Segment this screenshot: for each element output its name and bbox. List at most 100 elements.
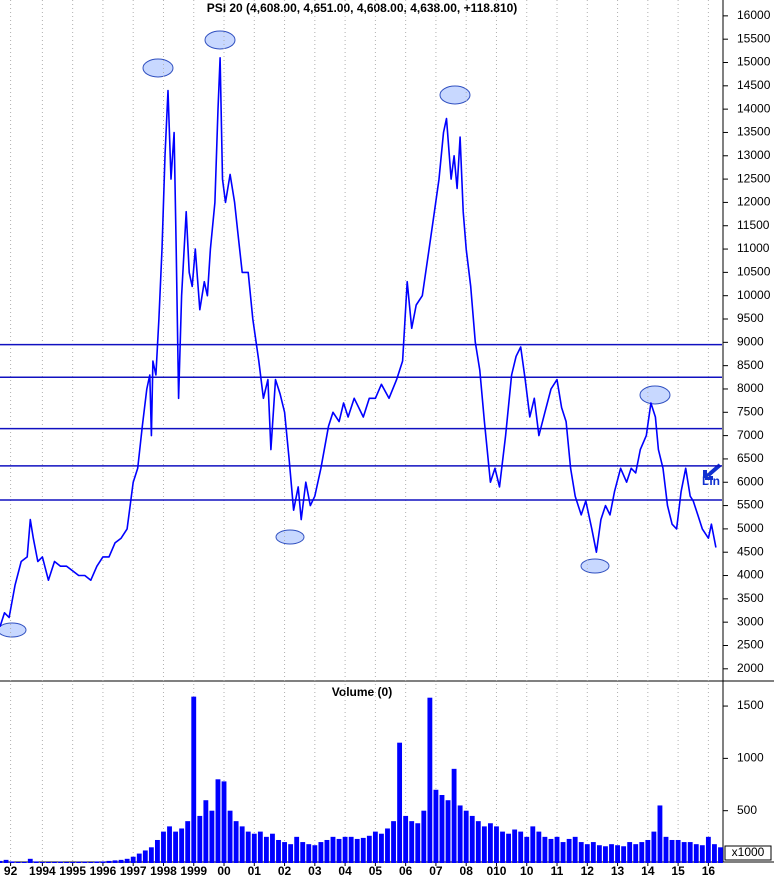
volume-bar: [360, 837, 366, 863]
volume-bar: [506, 833, 512, 863]
y-tick-label: 9000: [737, 335, 764, 349]
y-tick-label: 10000: [737, 288, 771, 302]
y-tick-label: 7000: [737, 428, 764, 442]
volume-bar: [276, 839, 281, 863]
annotation-arrow: [703, 463, 722, 480]
y-tick-label: 6000: [737, 474, 764, 488]
y-tick-label: 5000: [737, 521, 764, 535]
volume-bar: [100, 861, 106, 863]
volume-bar: [294, 836, 300, 863]
volume-bar: [82, 861, 88, 863]
volume-bar: [657, 805, 663, 863]
volume-bar: [221, 781, 227, 863]
x-tick-label: 00: [217, 864, 231, 878]
volume-bar: [9, 861, 15, 863]
volume-bar: [518, 831, 524, 863]
volume-bar: [391, 821, 396, 863]
volume-bar: [451, 768, 457, 863]
volume-bar: [409, 821, 415, 863]
bull-bear-icons: [0, 30, 671, 638]
volume-bar: [306, 844, 312, 863]
volume-bar: [718, 847, 723, 863]
volume-bar: [439, 794, 445, 863]
y-tick-label: 16000: [737, 8, 771, 22]
volume-bar: [578, 842, 584, 863]
volume-bar: [94, 861, 100, 863]
volume-bar: [21, 861, 27, 863]
volume-bar: [681, 842, 687, 863]
volume-bar: [52, 861, 57, 863]
volume-bar: [469, 815, 475, 863]
volume-bar: [39, 861, 45, 863]
volume-bar: [179, 828, 185, 863]
volume-bar: [154, 839, 160, 863]
annotation: Lin: [702, 474, 720, 488]
y-tick-label: 7500: [737, 404, 764, 418]
x-tick-label: 03: [308, 864, 322, 878]
volume-bar: [651, 831, 657, 863]
volume-bar: [615, 845, 620, 863]
volume-bar: [475, 821, 481, 863]
volume-bar: [354, 838, 360, 863]
y-tick-label: 3500: [737, 591, 764, 605]
volume-bar: [687, 842, 693, 863]
volume-bar: [348, 836, 354, 863]
volume-title: Volume (0): [332, 685, 392, 699]
y-tick-label: 2000: [737, 661, 764, 675]
volume-bar: [136, 853, 142, 863]
volume-bar: [282, 842, 287, 863]
price-line: [0, 57, 717, 628]
y-tick-label: 11000: [737, 241, 770, 255]
volume-bar: [427, 697, 433, 863]
y-tick-label: 1000: [737, 751, 764, 765]
y-tick-label: 4500: [737, 544, 764, 558]
volume-bar: [88, 861, 94, 863]
volume-bar: [584, 844, 590, 863]
volume-bar: [457, 805, 463, 863]
y-tick-label: 6500: [737, 451, 764, 465]
volume-bar: [639, 842, 645, 863]
bear-icon: [639, 385, 671, 405]
bull-icon: [0, 622, 27, 638]
volume-bar: [33, 861, 39, 863]
y-tick-label: 5500: [737, 498, 764, 512]
volume-bar: [233, 821, 239, 863]
volume-bar: [554, 836, 560, 863]
volume-bar: [536, 831, 542, 863]
volume-bar: [415, 823, 421, 863]
volume-bar: [524, 836, 530, 863]
chart-title: PSI 20 (4,608.00, 4,651.00, 4,608.00, 4,…: [207, 1, 518, 15]
volume-bar: [15, 861, 21, 863]
x-tick-label: 13: [611, 864, 625, 878]
volume-bar: [403, 815, 409, 863]
volume-bar: [257, 831, 263, 863]
volume-bar: [270, 833, 275, 863]
y-tick-label: 9500: [737, 311, 764, 325]
x-tick-label: 10: [520, 864, 534, 878]
volume-bar: [64, 861, 70, 863]
volume-bar: [124, 858, 130, 863]
x-tick-label: 14: [641, 864, 655, 878]
volume-bar: [500, 831, 505, 863]
x-tick-label: 1999: [180, 864, 207, 878]
volume-bar: [330, 836, 336, 863]
x-tick-label: 16: [702, 864, 716, 878]
y-tick-label: 14000: [737, 101, 771, 115]
volume-bar: [300, 842, 306, 863]
bull-icon: [580, 558, 610, 574]
volume-bar: [161, 831, 166, 863]
x-tick-label: 11: [551, 864, 564, 878]
volume-bar: [421, 810, 427, 863]
x-tick-label: 04: [338, 864, 352, 878]
x-tick-label: 15: [671, 864, 685, 878]
volume-bar: [596, 845, 602, 863]
volume-bar: [397, 742, 403, 863]
volume-bar: [693, 844, 699, 863]
volume-bar: [288, 844, 294, 863]
volume-bar: [663, 836, 669, 863]
volume-bar: [705, 836, 711, 863]
y-tick-label: 11500: [737, 218, 770, 232]
volume-bar: [106, 860, 112, 863]
bull-icon: [275, 529, 305, 545]
volume-bar: [342, 836, 348, 863]
